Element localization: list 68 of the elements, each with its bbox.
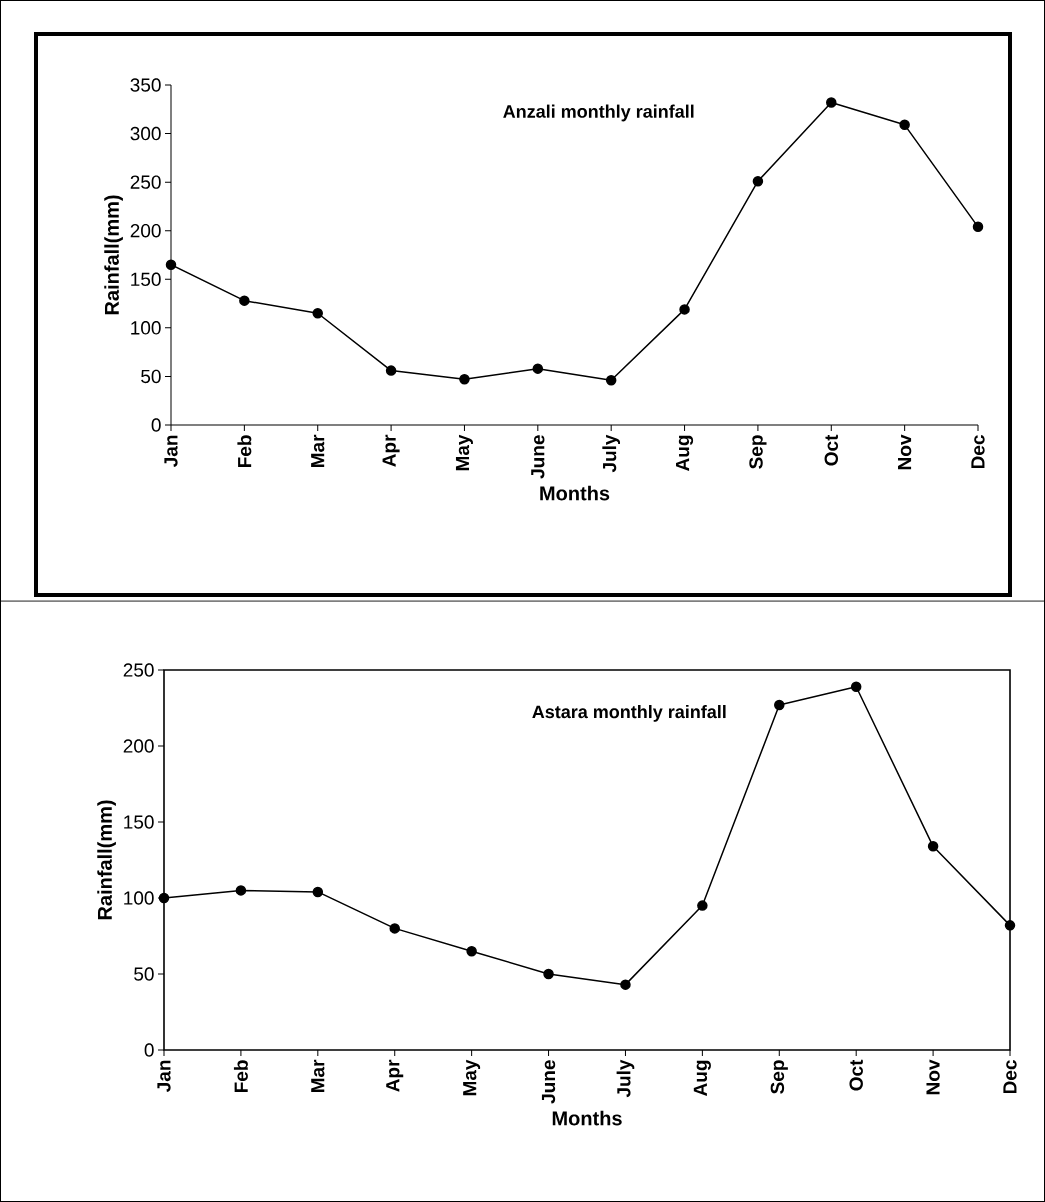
y-tick-label: 50 [134, 967, 154, 981]
y-tick-label: 100 [124, 891, 154, 905]
x-tick-label: Mar [311, 434, 325, 468]
point [235, 885, 247, 896]
point [389, 923, 400, 934]
point [158, 892, 170, 904]
x-tick-label: Sep [770, 1060, 788, 1094]
point [385, 365, 397, 376]
point [620, 979, 631, 990]
point [899, 119, 910, 131]
x-tick-label: Feb [233, 1060, 248, 1093]
x-tick-label: Dec [1003, 1060, 1017, 1094]
y-tick-label: 100 [131, 321, 161, 335]
point [679, 304, 690, 315]
y-tick-label: 150 [124, 815, 154, 829]
y-tick-label: 200 [130, 223, 161, 238]
y-tick-label: 0 [151, 418, 161, 432]
x-tick-label: Dec [971, 435, 985, 469]
x-tick-label: Jan [164, 435, 178, 467]
x-tick-label: July [616, 1059, 635, 1098]
point [459, 374, 470, 385]
x-tick-label: Sep [749, 435, 767, 469]
x-tick-label: Apr [386, 1059, 404, 1092]
x-tick-label: Aug [676, 435, 694, 471]
x-tick-label: Aug [693, 1060, 711, 1096]
x-tick-label: Apr [382, 434, 400, 467]
point [774, 699, 785, 711]
x-tick-label: Mar [311, 1059, 325, 1093]
point [927, 841, 939, 852]
y-tick-label: 50 [141, 369, 161, 384]
point [312, 886, 324, 898]
x-tick-label: Jan [157, 1060, 171, 1092]
x-axis-title: Months [540, 485, 610, 501]
y-axis-title: Rainfall(mm) [97, 800, 116, 920]
y-tick-label: 0 [144, 1043, 154, 1057]
point [850, 681, 862, 692]
point [543, 968, 554, 980]
x-tick-label: Oct [824, 434, 839, 466]
point [466, 945, 477, 957]
text: Astara monthly rainfall [532, 705, 726, 722]
y-tick-label: 150 [131, 272, 161, 287]
x-tick-label: Nov [898, 434, 912, 470]
point [312, 308, 323, 319]
x-tick-label: Feb [237, 435, 252, 468]
x-tick-label: Nov [926, 1059, 940, 1095]
text: Anzali monthly rainfall [503, 104, 694, 122]
y-tick-label: 250 [123, 663, 154, 677]
point [239, 295, 250, 306]
y-axis-title: Rainfall(mm) [104, 195, 123, 315]
y-tick-label: 250 [130, 175, 161, 189]
y-tick-label: 200 [123, 739, 154, 753]
x-tick-label: July [602, 434, 621, 473]
y-tick-label: 350 [130, 78, 161, 92]
x-tick-label: Oct [849, 1059, 863, 1091]
point [972, 221, 984, 233]
point [826, 97, 837, 108]
x-tick-label: May [455, 434, 473, 471]
x-tick-label: May [463, 1059, 481, 1096]
point [1004, 920, 1016, 931]
point [532, 363, 544, 374]
point [605, 375, 617, 386]
x-tick-label: June [541, 1060, 556, 1104]
point [752, 175, 764, 187]
point [165, 259, 177, 270]
point [697, 900, 708, 911]
x-tick-label: June [531, 435, 545, 479]
x-axis-title: Months [552, 1110, 622, 1126]
y-tick-label: 300 [130, 126, 161, 141]
